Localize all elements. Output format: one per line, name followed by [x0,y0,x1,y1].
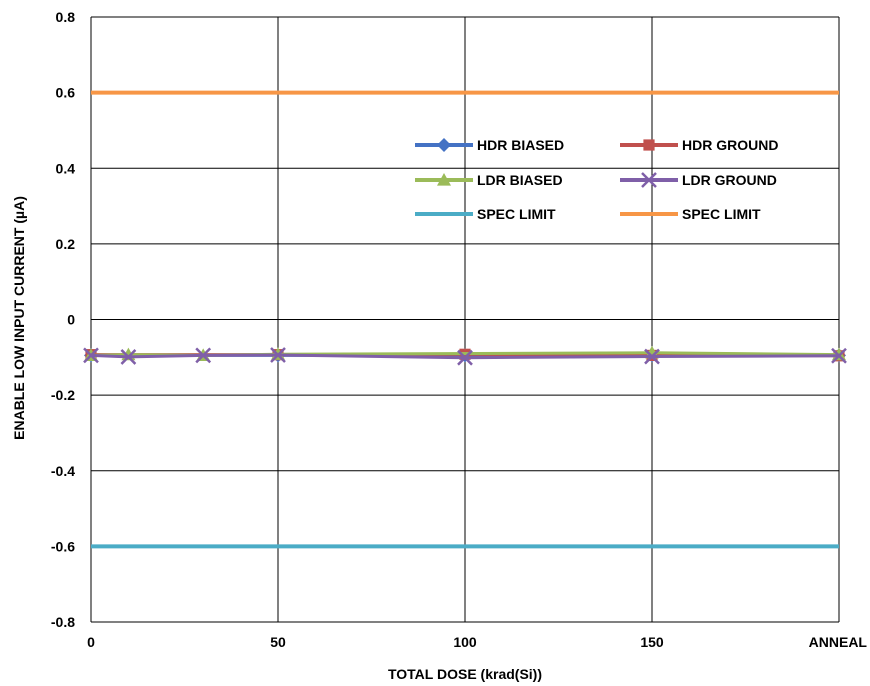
data-point [437,173,451,186]
x-tick-label: 50 [270,634,286,650]
data-point [831,347,847,364]
legend: HDR BIASED HDR GROUND LDR BIASED LDR GROUND… [415,137,778,222]
y-tick-label: -0.6 [51,538,75,554]
legend-item: HDR GROUND [620,137,778,153]
x-tick-label: 0 [87,634,95,650]
y-axis-title: ENABLE LOW INPUT CURRENT (µA) [11,196,27,440]
legend-item: SPEC LIMIT [415,206,556,222]
x-axis-title: TOTAL DOSE (krad(Si)) [388,666,542,682]
y-tick-label: 0 [67,312,75,328]
data-point [643,139,655,151]
series-layer [83,90,847,549]
x-tick-label: 150 [640,634,664,650]
y-tick-label: -0.2 [51,387,75,403]
series-ldr-ground [83,347,847,366]
legend-item: SPEC LIMIT [620,206,761,222]
data-point [644,348,660,365]
data-point [641,172,657,188]
y-tick-label: -0.4 [51,463,75,479]
y-tick-label: 0.2 [56,236,76,252]
data-point [437,138,451,152]
legend-label: SPEC LIMIT [682,206,761,222]
x-tick-label: ANNEAL [809,634,868,650]
y-tick-label: 0.4 [56,160,76,176]
data-point [457,349,473,366]
data-point [120,349,137,365]
data-point [270,347,286,363]
x-axis-ticks: 0 50 100 150 ANNEAL [87,634,867,650]
legend-item: LDR GROUND [620,172,777,188]
legend-label: HDR GROUND [682,137,778,153]
legend-label: HDR BIASED [477,137,564,153]
y-tick-label: 0.8 [56,9,76,25]
x-tick-label: 100 [453,634,477,650]
legend-label: SPEC LIMIT [477,206,556,222]
legend-label: LDR BIASED [477,172,563,188]
y-tick-label: 0.6 [56,85,76,101]
grid [90,16,840,623]
y-tick-label: -0.8 [51,614,75,630]
data-point [83,347,99,364]
legend-label: LDR GROUND [682,172,777,188]
y-axis-ticks: 0.8 0.6 0.4 0.2 0 -0.2 -0.4 -0.6 -0.8 [51,9,75,630]
legend-item: LDR BIASED [415,172,563,188]
data-point [195,347,212,364]
legend-item: HDR BIASED [415,137,564,153]
